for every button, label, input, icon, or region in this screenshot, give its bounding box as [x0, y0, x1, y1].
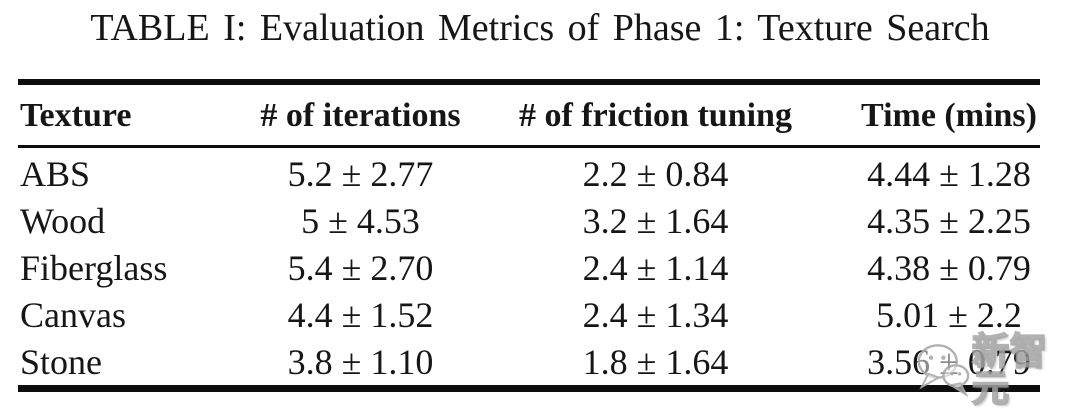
cell-time: 4.35 ± 2.25 [867, 200, 1031, 241]
cell-friction-tuning: 2.2 ± 0.84 [582, 153, 729, 194]
evaluation-table: Texture # of iterations # of friction tu… [18, 79, 1040, 392]
cell-time: 3.56 ± 0.79 [867, 341, 1031, 382]
cell-friction-tuning: 2.4 ± 1.14 [582, 247, 729, 288]
cell-texture: ABS [20, 153, 91, 194]
table-header-row: Texture # of iterations # of friction tu… [18, 79, 1040, 148]
table-row: Canvas 4.4 ± 1.52 2.4 ± 1.34 5.01 ± 2.2 [18, 291, 1040, 338]
column-header-friction-tuning: # of friction tuning [519, 97, 792, 134]
column-header-texture: Texture [20, 97, 132, 134]
cell-texture: Stone [20, 341, 103, 382]
cell-iterations: 3.8 ± 1.10 [287, 341, 434, 382]
table-row: Wood 5 ± 4.53 3.2 ± 1.64 4.35 ± 2.25 [18, 197, 1040, 244]
cell-friction-tuning: 2.4 ± 1.34 [582, 294, 729, 335]
cell-time: 5.01 ± 2.2 [876, 294, 1022, 335]
cell-iterations: 4.4 ± 1.52 [287, 294, 434, 335]
cell-friction-tuning: 3.2 ± 1.64 [582, 200, 729, 241]
table-row: Stone 3.8 ± 1.10 1.8 ± 1.64 3.56 ± 0.79 [18, 338, 1040, 385]
table-row: Fiberglass 5.4 ± 2.70 2.4 ± 1.14 4.38 ± … [18, 244, 1040, 291]
table-caption: TABLE I: Evaluation Metrics of Phase 1: … [90, 7, 990, 49]
cell-time: 4.44 ± 1.28 [867, 153, 1031, 194]
cell-iterations: 5.4 ± 2.70 [287, 247, 434, 288]
cell-friction-tuning: 1.8 ± 1.64 [582, 341, 729, 382]
cell-iterations: 5.2 ± 2.77 [287, 153, 434, 194]
cell-texture: Fiberglass [20, 247, 168, 288]
cell-texture: Canvas [20, 294, 126, 335]
table-body: ABS 5.2 ± 2.77 2.2 ± 0.84 4.44 ± 1.28 Wo… [18, 148, 1040, 392]
cell-texture: Wood [20, 200, 106, 241]
cell-time: 4.38 ± 0.79 [867, 247, 1031, 288]
table-row: ABS 5.2 ± 2.77 2.2 ± 0.84 4.44 ± 1.28 [18, 150, 1040, 197]
column-header-time: Time (mins) [861, 97, 1037, 134]
column-header-iterations: # of iterations [260, 97, 461, 134]
cell-iterations: 5 ± 4.53 [301, 200, 420, 241]
